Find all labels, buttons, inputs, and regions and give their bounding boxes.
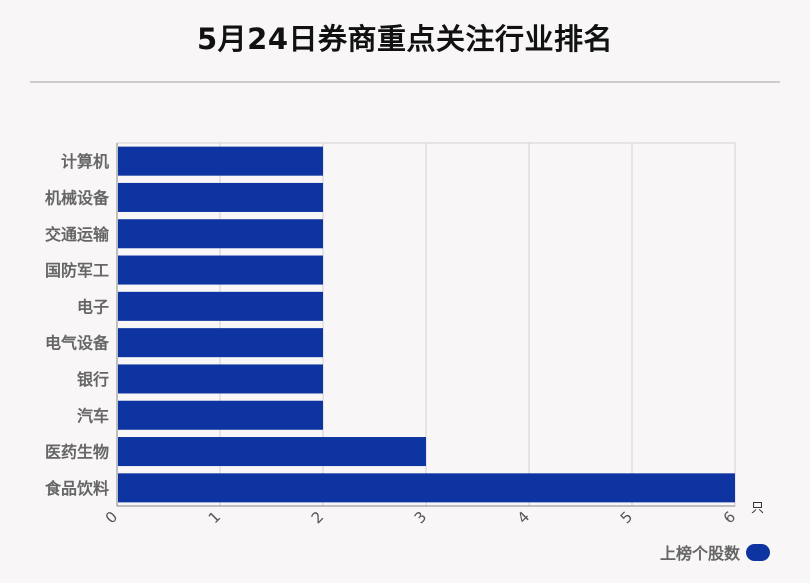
bar — [118, 146, 323, 176]
category-label: 交通运输 — [45, 225, 110, 244]
x-tick-label: 0 — [102, 508, 121, 527]
category-label: 医药生物 — [45, 443, 109, 462]
x-tick-label: 4 — [514, 508, 533, 527]
category-label: 汽车 — [77, 406, 109, 425]
category-label: 计算机 — [61, 152, 109, 171]
chart-title: 5月24日券商重点关注行业排名 — [196, 22, 614, 56]
x-tick-label: 6 — [720, 508, 739, 527]
bar — [118, 255, 323, 285]
legend-swatch — [746, 543, 770, 561]
x-unit-label: 只 — [751, 501, 764, 516]
x-tick-label: 3 — [411, 508, 430, 527]
bar — [118, 437, 426, 467]
legend[interactable]: 上榜个股数 — [660, 540, 770, 564]
category-label: 银行 — [77, 370, 109, 389]
bar — [118, 328, 323, 358]
bar — [118, 291, 323, 321]
category-label: 电气设备 — [45, 334, 110, 353]
bar — [118, 219, 323, 249]
category-label: 电子 — [77, 297, 109, 316]
x-tick-label: 5 — [617, 508, 636, 527]
bar — [118, 364, 323, 394]
category-label: 机械设备 — [45, 188, 110, 207]
category-label: 国防军工 — [45, 261, 109, 280]
legend-label: 上榜个股数 — [659, 544, 740, 563]
title-divider — [30, 81, 780, 83]
x-tick-label: 2 — [308, 508, 327, 527]
bar — [118, 182, 323, 212]
bar — [118, 400, 323, 430]
category-label: 食品饮料 — [44, 479, 109, 498]
bar — [118, 473, 735, 503]
x-tick-label: 1 — [205, 508, 224, 527]
